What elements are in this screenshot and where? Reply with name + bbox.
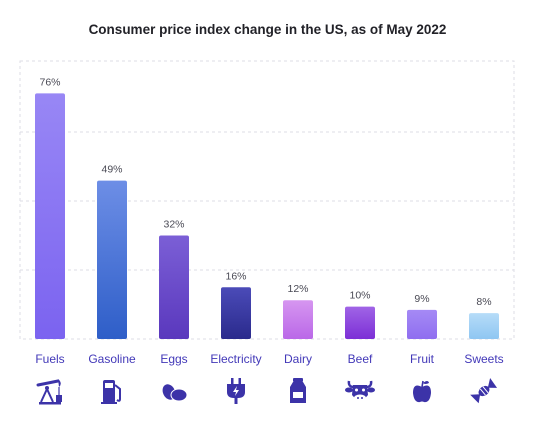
apple-icon	[413, 380, 431, 403]
category-label-fuels: Fuels	[35, 352, 64, 366]
value-label-dairy: 12%	[287, 283, 308, 295]
value-label-fuels: 76%	[39, 76, 60, 88]
value-label-fruit: 9%	[414, 293, 429, 305]
bar-beef	[345, 306, 375, 339]
plot-frame	[19, 60, 515, 340]
category-icons	[36, 378, 498, 405]
category-labels: Fuels Gasoline Eggs Electricity Dairy Beef Fru…	[35, 352, 503, 366]
candy-icon	[470, 378, 498, 404]
category-label-fruit: Fruit	[410, 352, 435, 366]
value-label-electricity: 16%	[225, 270, 246, 282]
category-label-eggs: Eggs	[160, 352, 187, 366]
grid-lines	[19, 60, 515, 340]
bar-sweets	[469, 313, 499, 339]
bar-fuels	[35, 93, 65, 339]
category-label-gasoline: Gasoline	[88, 352, 136, 366]
value-labels: 76% 49% 32% 16% 12% 10% 9% 8%	[39, 76, 491, 308]
value-label-gasoline: 49%	[101, 164, 122, 176]
electric-plug-icon	[227, 378, 245, 404]
category-label-beef: Beef	[348, 352, 373, 366]
bar-dairy	[283, 300, 313, 339]
value-label-beef: 10%	[349, 290, 370, 302]
value-label-sweets: 8%	[476, 296, 491, 308]
chart-title: Consumer price index change in the US, a…	[88, 22, 447, 37]
oil-pump-icon	[36, 379, 62, 405]
bars	[35, 93, 499, 339]
fuel-pump-icon	[101, 380, 121, 404]
bar-fruit	[407, 309, 437, 339]
category-label-sweets: Sweets	[464, 352, 503, 366]
value-label-eggs: 32%	[163, 219, 184, 231]
bar-electricity	[221, 287, 251, 339]
bar-eggs	[159, 235, 189, 339]
category-label-electricity: Electricity	[210, 352, 261, 366]
bar-gasoline	[97, 180, 127, 339]
eggs-icon	[162, 384, 188, 402]
cow-head-icon	[345, 380, 375, 402]
milk-bottle-icon	[290, 378, 306, 403]
category-label-dairy: Dairy	[284, 352, 312, 366]
